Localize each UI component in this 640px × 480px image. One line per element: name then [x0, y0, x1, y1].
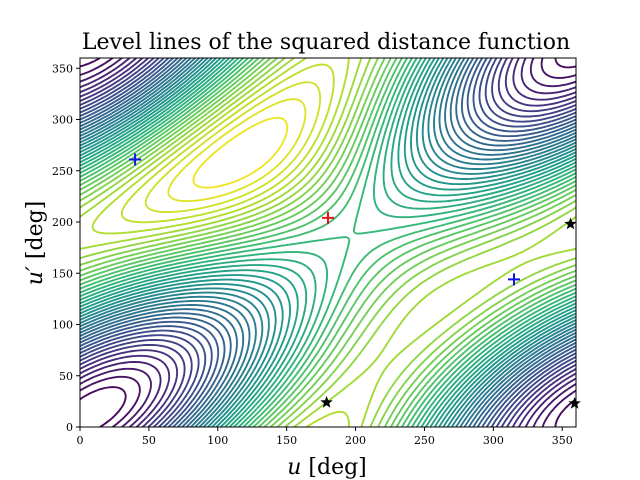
- y-tick-label: 50: [59, 370, 73, 383]
- y-tick-label: 250: [52, 165, 73, 178]
- saddles-marker: [564, 217, 577, 230]
- x-tick-label: 50: [142, 434, 156, 447]
- contour-level: [80, 58, 576, 427]
- x-tick-label: 100: [207, 434, 228, 447]
- chart-title: Level lines of the squared distance func…: [82, 30, 570, 55]
- x-tick-label: 0: [77, 434, 84, 447]
- y-axis-label: u′ [deg]: [23, 201, 48, 286]
- contour-level: [80, 58, 576, 427]
- x-tick-label: 250: [414, 434, 435, 447]
- minima-marker: [129, 153, 142, 166]
- contour-level: [80, 58, 576, 427]
- y-tick-label: 200: [52, 216, 73, 229]
- contour-level: [120, 63, 335, 224]
- contour-level: [80, 58, 576, 427]
- y-tick-label: 300: [52, 114, 73, 127]
- contour-level: [80, 58, 576, 427]
- x-axis-unit: [deg]: [308, 455, 366, 480]
- contour-level: [144, 81, 322, 213]
- x-tick-label: 300: [483, 434, 504, 447]
- contour-level: [80, 58, 576, 427]
- contour-level: [80, 58, 576, 427]
- saddles-marker: [320, 395, 333, 408]
- y-tick-label: 0: [66, 421, 73, 434]
- contour-level: [80, 58, 576, 427]
- x-tick-label: 350: [552, 434, 573, 447]
- y-tick-label: 150: [52, 267, 73, 280]
- contour-level: [80, 58, 576, 427]
- contour-lines: [80, 58, 576, 427]
- contour-level: [80, 58, 576, 427]
- contour-level: [80, 58, 576, 427]
- contour-level: [80, 58, 576, 427]
- maximum-marker: [322, 211, 334, 224]
- contour-level: [80, 58, 576, 427]
- y-axis-unit: [deg]: [23, 201, 48, 259]
- y-axis-var: u′: [23, 266, 48, 285]
- contour-level: [80, 58, 576, 427]
- markers: [129, 153, 581, 409]
- minima-marker: [508, 273, 520, 286]
- contour-level: [192, 116, 289, 189]
- plot-frame: [79, 57, 577, 428]
- x-axis-label: u [deg]: [287, 455, 367, 480]
- y-axis: 0 50 100 150 200 250 300 350: [52, 62, 80, 434]
- y-tick-label: 350: [52, 62, 73, 75]
- contour-level: [80, 58, 576, 427]
- y-tick-label: 100: [52, 319, 73, 332]
- x-tick-label: 150: [276, 434, 297, 447]
- saddles-marker: [568, 396, 581, 409]
- contour-level: [80, 58, 576, 427]
- contour-level: [80, 58, 576, 427]
- contour-level: [80, 58, 576, 427]
- x-tick-label: 200: [345, 434, 366, 447]
- contour-level: [80, 58, 576, 427]
- contour-level: [80, 58, 576, 427]
- contour-level: [167, 98, 307, 203]
- x-axis-var: u: [287, 455, 301, 480]
- contour-level: [80, 58, 576, 427]
- x-axis: 0 50 100 150 200 250 300 350: [77, 427, 573, 447]
